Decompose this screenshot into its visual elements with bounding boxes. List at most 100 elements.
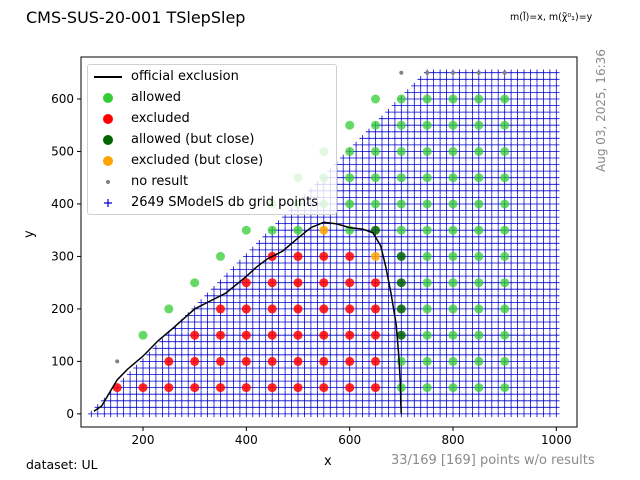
point-allowed (371, 173, 380, 183)
point-excluded (371, 330, 380, 340)
grid-points-layer (88, 69, 560, 418)
point-excluded (371, 383, 380, 393)
point-allowed (422, 199, 432, 209)
timestamp: Aug 03, 2025, 16:36 (594, 49, 608, 172)
point-allowed (500, 251, 510, 261)
point-allowed (371, 94, 380, 104)
point-allowed (164, 304, 174, 314)
point-excluded (319, 356, 329, 366)
point-excluded (241, 278, 251, 288)
orange-dot-icon (103, 156, 113, 166)
point-excluded (371, 356, 380, 366)
x-axis-label: x (324, 454, 332, 469)
point-allowed (345, 147, 355, 156)
point-allowed (422, 173, 432, 183)
point-excluded-close (319, 225, 329, 235)
dataset-label: dataset: UL (26, 457, 98, 472)
legend-label: official exclusion (131, 69, 239, 84)
x-tick-label: 400 (235, 433, 258, 447)
legend-item-grid-points: 2649 SModelS db grid points (88, 193, 336, 214)
point-excluded (216, 356, 225, 366)
point-allowed (474, 251, 484, 261)
point-excluded (345, 251, 355, 261)
point-allowed (345, 199, 355, 209)
point-excluded (164, 383, 174, 393)
point-no-result (451, 70, 455, 75)
point-excluded-close (371, 251, 380, 261)
point-allowed (267, 225, 277, 235)
exclusion-curve-layer (93, 221, 403, 414)
point-allowed (422, 356, 432, 366)
point-excluded (190, 383, 200, 393)
point-allowed (500, 383, 510, 393)
point-allowed (474, 356, 484, 366)
y-tick-label: 300 (51, 249, 74, 263)
green-dot-icon (103, 93, 113, 103)
x-tick-label: 1000 (541, 433, 572, 447)
point-excluded (241, 383, 251, 393)
point-allowed (422, 94, 432, 104)
legend-label: no result (131, 174, 189, 189)
point-excluded (319, 330, 329, 340)
axis-ticks-layer: 200 400 600 800 1000 0 100 200 300 400 500 600 (51, 92, 572, 447)
y-tick-label: 500 (51, 144, 74, 158)
point-allowed (500, 173, 510, 183)
point-allowed (371, 199, 380, 209)
x-tick-label: 600 (338, 433, 361, 447)
point-allowed (422, 304, 432, 314)
legend-label: excluded (but close) (131, 153, 264, 168)
official-exclusion-line (93, 221, 403, 414)
point-allowed (474, 120, 484, 130)
point-allowed (448, 278, 458, 288)
results-summary: 33/169 [169] points w/o results (391, 453, 595, 468)
point-allowed (396, 94, 406, 104)
point-excluded (293, 383, 303, 393)
point-allowed-close (396, 278, 406, 288)
point-allowed (474, 147, 484, 156)
point-allowed (474, 304, 484, 314)
point-allowed (422, 120, 432, 130)
point-allowed (396, 199, 406, 209)
point-excluded (216, 383, 225, 393)
point-allowed (500, 356, 510, 366)
point-excluded (293, 278, 303, 288)
point-excluded (216, 304, 225, 314)
point-allowed (448, 199, 458, 209)
point-allowed (396, 173, 406, 183)
point-excluded (345, 383, 355, 393)
y-tick-label: 400 (51, 197, 74, 211)
point-allowed (474, 199, 484, 209)
point-allowed (396, 383, 406, 393)
point-allowed (396, 225, 406, 235)
chart-title: CMS-SUS-20-001 TSlepSlep (26, 8, 246, 27)
point-excluded (293, 251, 303, 261)
point-no-result (502, 70, 507, 75)
point-excluded (267, 356, 277, 366)
point-allowed (371, 120, 380, 130)
legend-item-allowed: allowed (88, 88, 336, 109)
legend-label: allowed (131, 90, 182, 105)
y-tick-label: 600 (51, 92, 74, 106)
point-allowed (371, 147, 380, 156)
point-excluded (216, 330, 225, 340)
x-tick-label: 200 (132, 433, 155, 447)
point-excluded (190, 330, 200, 340)
point-allowed (448, 94, 458, 104)
point-allowed (500, 199, 510, 209)
point-excluded (371, 304, 380, 314)
point-allowed (474, 383, 484, 393)
point-allowed (448, 147, 458, 156)
point-allowed (422, 330, 432, 340)
point-allowed (500, 330, 510, 340)
point-excluded (345, 356, 355, 366)
point-excluded (112, 383, 122, 393)
point-allowed (474, 173, 484, 183)
point-allowed (422, 225, 432, 235)
point-excluded (345, 278, 355, 288)
point-allowed (422, 278, 432, 288)
point-excluded (164, 356, 174, 366)
point-allowed (138, 330, 148, 340)
point-excluded (241, 330, 251, 340)
point-excluded (293, 330, 303, 340)
